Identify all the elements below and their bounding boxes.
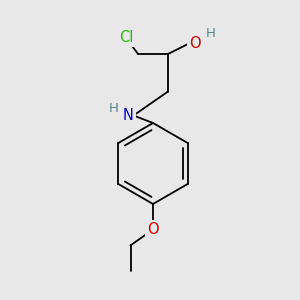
Text: N: N — [123, 108, 134, 123]
Text: O: O — [147, 222, 159, 237]
Text: O: O — [189, 36, 201, 51]
Text: H: H — [109, 101, 118, 115]
Text: H: H — [206, 27, 215, 40]
Text: Cl: Cl — [119, 30, 133, 45]
